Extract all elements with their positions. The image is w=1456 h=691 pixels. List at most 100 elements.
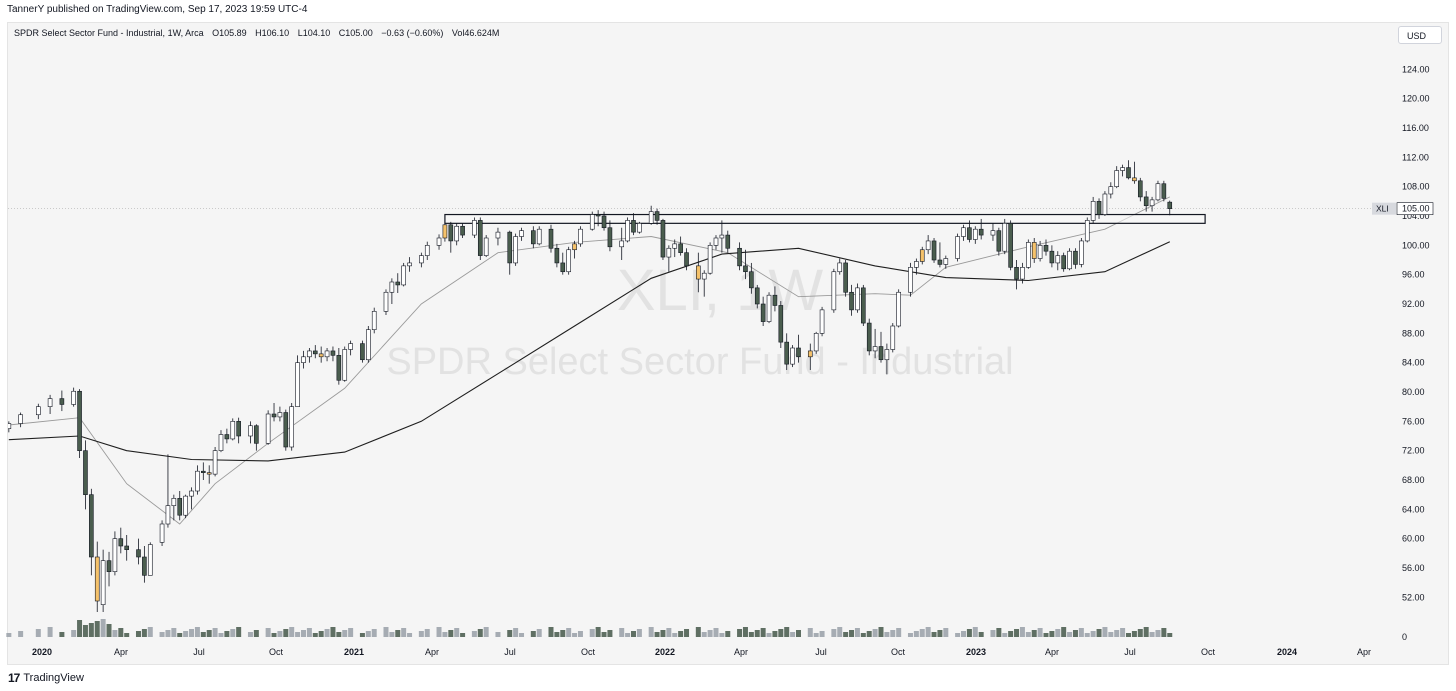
- volume-bar: [124, 633, 130, 637]
- candle-body: [483, 237, 489, 256]
- volume-bar: [407, 633, 413, 637]
- volume-bar: [931, 632, 937, 637]
- candle-body: [837, 262, 843, 273]
- volume-bar: [807, 628, 813, 637]
- candle-body: [607, 227, 613, 248]
- volume-bar: [972, 627, 978, 637]
- candle-body: [477, 220, 483, 256]
- candle-body: [790, 347, 795, 365]
- candle-body: [855, 287, 860, 311]
- volume-bar: [477, 629, 483, 637]
- legend-low: L104.10: [297, 28, 331, 38]
- volume-bar: [1161, 628, 1167, 637]
- volume-bar: [300, 630, 306, 637]
- volume-bar: [200, 632, 206, 637]
- volume-bar: [342, 630, 348, 637]
- volume-bar: [937, 630, 943, 637]
- candle-body: [472, 220, 477, 236]
- footer-bar: 17 TradingView: [0, 668, 1456, 691]
- candle-body: [1031, 242, 1037, 259]
- volume-bar: [742, 627, 748, 637]
- candle-body: [230, 421, 236, 440]
- volume-bar: [595, 627, 601, 637]
- candle-body: [884, 349, 890, 361]
- volume-bar: [790, 632, 796, 637]
- currency-button[interactable]: USD: [1398, 26, 1442, 44]
- candle-body: [637, 223, 642, 233]
- candle-body: [224, 434, 230, 440]
- volume-bar: [1072, 630, 1078, 637]
- candle-body: [195, 470, 200, 492]
- candle-body: [955, 236, 960, 259]
- volume-bar: [996, 628, 1002, 637]
- candle-body: [36, 406, 41, 416]
- candle-body: [754, 287, 760, 305]
- candle-body: [878, 346, 884, 361]
- chart-frame[interactable]: [7, 22, 1449, 665]
- candle-body: [684, 252, 689, 267]
- volume-bar: [548, 627, 554, 637]
- candle-body: [118, 538, 124, 547]
- candle-body: [1102, 193, 1108, 215]
- volume-bar: [1078, 628, 1084, 637]
- candle-body: [572, 243, 577, 251]
- plot-area: [8, 160, 1206, 612]
- volume-bar: [507, 630, 513, 637]
- candle-body: [212, 450, 218, 475]
- volume-bar: [1120, 628, 1126, 637]
- candle-body: [595, 214, 601, 217]
- price-tag-symbol-bg: [1372, 202, 1396, 215]
- volume-bar: [554, 632, 560, 637]
- volume-bar: [925, 627, 931, 637]
- candle-body: [312, 350, 318, 355]
- candle-body: [206, 472, 212, 475]
- volume-bar: [1061, 627, 1067, 637]
- candle-body: [100, 560, 106, 605]
- volume-bar: [1155, 630, 1161, 637]
- volume-bar: [943, 628, 949, 637]
- volume-bar: [436, 627, 442, 637]
- volume-bar: [206, 630, 212, 637]
- candle-body: [943, 258, 949, 265]
- volume-bar: [913, 631, 919, 637]
- volume-bar: [955, 633, 961, 637]
- candle-body: [1020, 267, 1025, 280]
- candle-body: [248, 425, 253, 437]
- volume-bar: [18, 631, 24, 637]
- candle-body: [436, 237, 442, 246]
- candle-body: [1002, 223, 1008, 252]
- volume-bar: [218, 633, 224, 637]
- y-tick-label: 124.00: [1402, 64, 1430, 74]
- candle-body: [159, 523, 165, 543]
- candle-body: [301, 356, 306, 363]
- price-tag-value: 105.00: [1402, 204, 1430, 214]
- volume-bar: [560, 630, 566, 637]
- volume-bar: [312, 633, 318, 637]
- volume-bar: [795, 630, 801, 637]
- y-tick-label: 104.00: [1402, 211, 1430, 221]
- y-tick-label: 64.00: [1402, 504, 1425, 514]
- tradingview-logo[interactable]: 17 TradingView: [8, 671, 84, 685]
- volume-bar: [171, 628, 177, 637]
- candle-body: [1067, 250, 1072, 270]
- candle-body: [1090, 201, 1096, 221]
- volume-bar: [530, 631, 536, 637]
- volume-bar: [1137, 629, 1143, 637]
- volume-bar: [47, 627, 53, 637]
- candle-body: [283, 412, 289, 448]
- y-tick-label: 52.00: [1402, 592, 1425, 602]
- volume-bar: [577, 631, 583, 637]
- x-tick-label: Jul: [1124, 647, 1136, 657]
- candle-body: [112, 538, 118, 572]
- price-tag-value-bg: [1396, 202, 1434, 215]
- candle-body: [1037, 245, 1043, 259]
- volume-bar: [1114, 630, 1120, 637]
- volume-axis-label: 0: [1402, 632, 1407, 642]
- candle-body: [925, 240, 931, 251]
- candle-body: [749, 271, 754, 289]
- candle-body: [1167, 201, 1173, 209]
- volume-bar: [395, 630, 401, 637]
- x-tick-label: Jul: [504, 647, 516, 657]
- volume-bar: [513, 628, 519, 637]
